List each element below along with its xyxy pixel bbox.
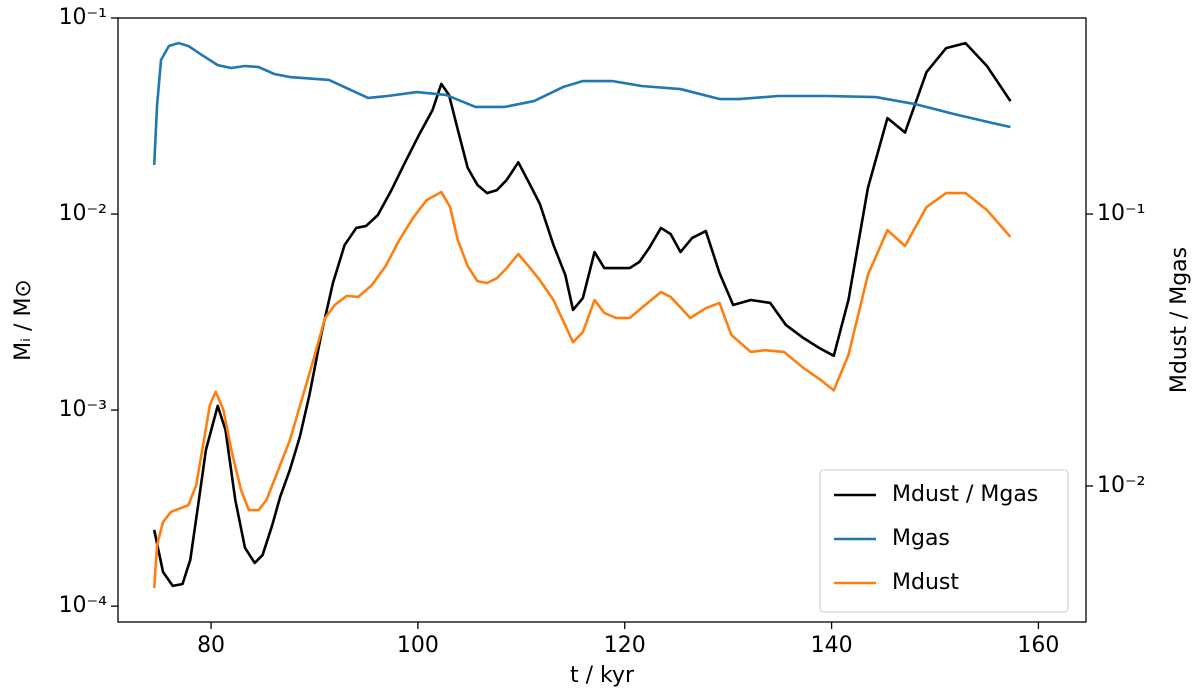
- legend-box: [819, 469, 1069, 613]
- x-tick-label: 100: [397, 633, 439, 658]
- series-line: [152, 41, 1012, 588]
- legend-label: Mgas: [892, 526, 950, 551]
- y-tick-label: 10⁻³: [59, 397, 107, 422]
- legend-label: Mdust / Mgas: [892, 482, 1038, 507]
- x-tick-label: 160: [1017, 633, 1059, 658]
- y2-axis-label: Mdust / Mgas: [1167, 247, 1192, 393]
- x-tick-label: 80: [197, 633, 225, 658]
- x-tick-label: 120: [604, 633, 646, 658]
- legend: Mdust / Mgas Mgas Mdust: [819, 469, 1069, 613]
- series-line: [152, 190, 1012, 589]
- y2-tick-label: 10⁻¹: [1097, 201, 1145, 226]
- series-line: [152, 41, 1011, 166]
- y-tick-label: 10⁻²: [59, 201, 107, 226]
- x-axis-label: t / kyr: [570, 663, 635, 688]
- legend-label: Mdust: [892, 570, 959, 595]
- y2-tick-label: 10⁻²: [1097, 473, 1145, 498]
- y-tick-label: 10⁻¹: [59, 5, 107, 30]
- y-tick-label: 10⁻⁴: [59, 593, 108, 618]
- y-axis-label: Mᵢ / M⊙: [11, 279, 36, 361]
- plot-frame: [117, 17, 1087, 623]
- x-tick-label: 140: [811, 633, 853, 658]
